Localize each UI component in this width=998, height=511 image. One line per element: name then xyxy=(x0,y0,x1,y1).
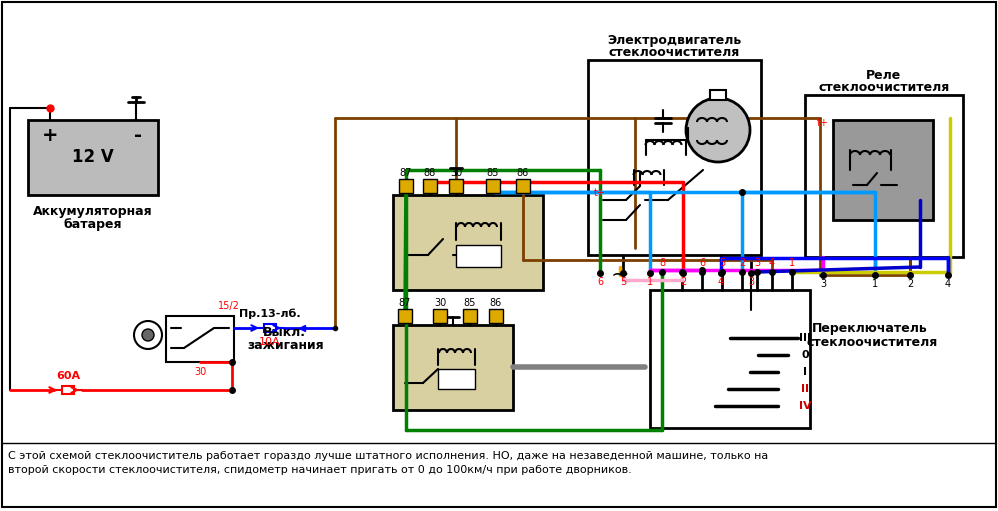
Text: 3: 3 xyxy=(753,258,760,268)
Text: 3: 3 xyxy=(748,277,754,287)
Text: 15/2: 15/2 xyxy=(218,301,240,311)
Bar xyxy=(456,245,501,267)
Text: 5: 5 xyxy=(620,277,626,287)
Text: 86: 86 xyxy=(490,298,502,308)
Text: 6: 6 xyxy=(699,258,705,268)
Bar xyxy=(438,369,475,389)
Bar xyxy=(833,120,933,220)
Text: 4: 4 xyxy=(945,279,951,289)
Bar xyxy=(423,179,437,193)
Text: Реле: Реле xyxy=(866,68,901,81)
Text: 4: 4 xyxy=(768,258,775,268)
Bar xyxy=(393,195,543,290)
Bar xyxy=(398,309,412,323)
Text: 88: 88 xyxy=(424,168,436,178)
Text: Пр.13-лб.: Пр.13-лб. xyxy=(240,309,300,319)
Text: I: I xyxy=(803,367,807,377)
Text: 87: 87 xyxy=(400,168,412,178)
Text: 1: 1 xyxy=(872,279,878,289)
Bar xyxy=(463,309,477,323)
Bar xyxy=(28,120,158,195)
Text: 3: 3 xyxy=(820,279,826,289)
Bar xyxy=(62,386,74,394)
Text: 5: 5 xyxy=(719,258,726,268)
Text: III: III xyxy=(799,333,811,343)
Bar xyxy=(449,179,463,193)
Text: батарея: батарея xyxy=(64,218,122,230)
Text: Переключатель: Переключатель xyxy=(812,321,928,335)
Bar xyxy=(264,324,276,332)
Text: стеклоочистителя: стеклоочистителя xyxy=(609,45,740,58)
Text: Выкл.: Выкл. xyxy=(262,326,305,338)
Text: 1: 1 xyxy=(647,277,653,287)
Bar xyxy=(393,325,513,410)
Text: t+: t+ xyxy=(817,118,829,128)
Text: 2: 2 xyxy=(739,258,746,268)
Text: 87: 87 xyxy=(399,298,411,308)
Text: 7: 7 xyxy=(679,258,685,268)
Text: 30: 30 xyxy=(194,367,207,377)
Text: 85: 85 xyxy=(464,298,476,308)
Bar xyxy=(399,179,413,193)
Circle shape xyxy=(142,329,154,341)
Bar xyxy=(433,309,447,323)
Text: 60А: 60А xyxy=(56,371,80,381)
Text: 85: 85 xyxy=(487,168,499,178)
Text: стеклоочистителя: стеклоочистителя xyxy=(806,336,938,349)
Text: 10А: 10А xyxy=(259,337,280,347)
Text: стеклоочистителя: стеклоочистителя xyxy=(818,81,950,94)
Text: II: II xyxy=(801,384,809,394)
Text: зажигания: зажигания xyxy=(248,338,324,352)
Text: 12 V: 12 V xyxy=(72,148,114,166)
Text: 4: 4 xyxy=(718,277,725,287)
Text: t+: t+ xyxy=(594,188,606,198)
Circle shape xyxy=(686,98,750,162)
Text: Электродвигатель: Электродвигатель xyxy=(607,34,742,47)
Text: IV: IV xyxy=(798,401,811,411)
Text: -: - xyxy=(134,126,142,145)
Text: 2: 2 xyxy=(907,279,913,289)
Bar xyxy=(710,90,726,100)
Text: 6: 6 xyxy=(597,277,603,287)
Text: 8: 8 xyxy=(659,258,665,268)
Text: 2: 2 xyxy=(680,277,686,287)
Text: 30: 30 xyxy=(450,168,462,178)
Bar xyxy=(516,179,530,193)
Text: 1: 1 xyxy=(789,258,795,268)
Bar xyxy=(486,179,500,193)
Bar xyxy=(489,309,503,323)
Text: ~: ~ xyxy=(611,265,630,285)
Text: 0: 0 xyxy=(801,350,808,360)
Bar xyxy=(650,290,810,428)
Text: 30: 30 xyxy=(434,298,446,308)
Text: Аккумуляторная: Аккумуляторная xyxy=(33,204,153,218)
Bar xyxy=(805,95,963,257)
Text: 86: 86 xyxy=(517,168,529,178)
Text: +: + xyxy=(42,126,58,145)
Circle shape xyxy=(134,321,162,349)
Text: второй скорости стеклоочистителя, спидометр начинает пригать от 0 до 100км/ч при: второй скорости стеклоочистителя, спидом… xyxy=(8,465,632,475)
Bar xyxy=(166,316,234,362)
Text: С этой схемой стеклоочиститель работает гораздо лучше штатного исполнения. НО, д: С этой схемой стеклоочиститель работает … xyxy=(8,451,768,461)
Bar xyxy=(588,60,761,255)
